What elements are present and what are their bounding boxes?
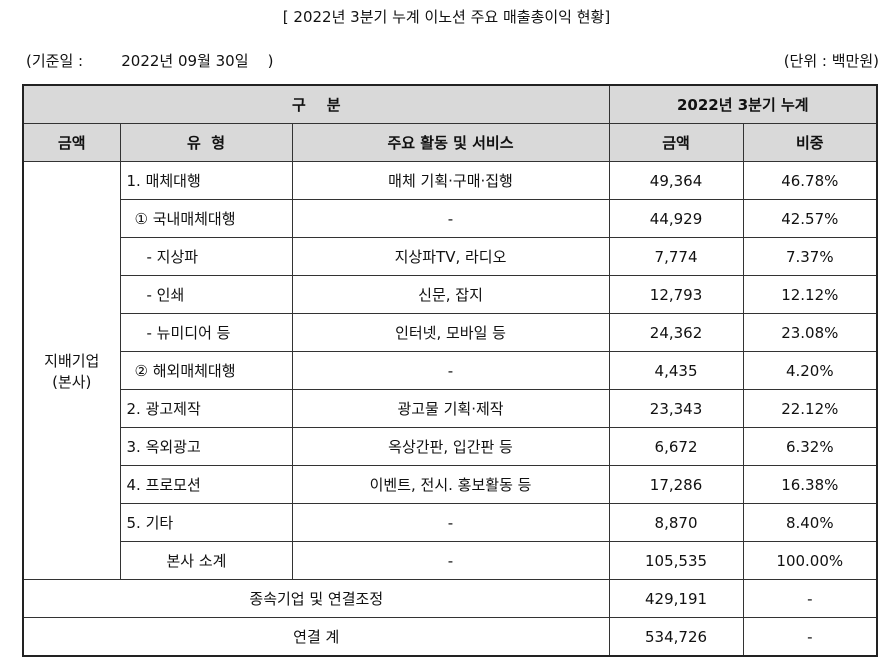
consolidated-ratio: - bbox=[742, 617, 878, 657]
amount-cell: 6,672 bbox=[608, 427, 744, 466]
service-cell: 신문, 잡지 bbox=[291, 275, 610, 314]
ratio-cell: 46.78% bbox=[742, 161, 878, 200]
table-row: 4. 프로모션 이벤트, 전시. 홍보활동 등 17,286 16.38% bbox=[23, 465, 878, 504]
header-ratio: 비중 bbox=[742, 123, 878, 162]
table-row: ② 해외매체대행 -4,435 4.20% bbox=[23, 351, 878, 390]
amount-cell: 12,793 bbox=[608, 275, 744, 314]
subsidiary-label: 종속기업 및 연결조정 bbox=[22, 579, 610, 618]
table-body: 지배기업 (본사) 1. 매체대행 매체 기획·구매·집행 49,364 46.78% ① … bbox=[22, 161, 878, 580]
service-cell: 이벤트, 전시. 홍보활동 등 bbox=[291, 465, 610, 504]
header-group: 구 분 bbox=[22, 84, 610, 124]
amount-cell: 23,343 bbox=[608, 389, 744, 428]
basis-date: (기준일 : 2022년 09월 30일 ) bbox=[26, 50, 273, 71]
type-cell: 2. 광고제작 bbox=[119, 389, 293, 428]
header-period: 2022년 3분기 누계 bbox=[608, 84, 878, 124]
ratio-cell: 42.57% bbox=[742, 199, 878, 238]
amount-cell: 4,435 bbox=[608, 351, 744, 390]
ratio-cell: 23.08% bbox=[742, 313, 878, 352]
service-cell: 옥상간판, 입간판 등 bbox=[291, 427, 610, 466]
table-row: - 인쇄 신문, 잡지 12,793 12.12% bbox=[23, 275, 878, 314]
consolidated-amount: 534,726 bbox=[608, 617, 744, 657]
revenue-table: 구 분 2022년 3분기 누계 금액 유 형 주요 활동 및 서비스 금액 비… bbox=[22, 84, 879, 657]
amount-cell: 8,870 bbox=[608, 503, 744, 542]
amount-cell: 7,774 bbox=[608, 237, 744, 276]
ratio-cell: 100.00% bbox=[742, 541, 878, 580]
type-cell: 4. 프로모션 bbox=[119, 465, 293, 504]
service-cell: - bbox=[291, 351, 610, 390]
ratio-cell: 6.32% bbox=[742, 427, 878, 466]
entity-cell: 지배기업 (본사) bbox=[22, 161, 121, 580]
unit-label: (단위 : 백만원) bbox=[783, 52, 879, 70]
table-row: 본사 소계 -105,535 100.00% bbox=[23, 541, 878, 580]
consolidated-label: 연결 계 bbox=[22, 617, 610, 657]
amount-cell: 17,286 bbox=[608, 465, 744, 504]
table-row: - 지상파 지상파TV, 라디오 7,774 7.37% bbox=[23, 237, 878, 276]
service-cell: - bbox=[291, 541, 610, 580]
service-cell: - bbox=[291, 503, 610, 542]
ratio-cell: 8.40% bbox=[742, 503, 878, 542]
report-title: [ 2022년 3분기 누계 이노션 주요 매출총이익 현황] bbox=[282, 8, 611, 26]
type-cell: 3. 옥외광고 bbox=[119, 427, 293, 466]
table-row: 지배기업 (본사) 1. 매체대행 매체 기획·구매·집행 49,364 46.78% bbox=[22, 161, 878, 580]
ratio-cell: 4.20% bbox=[742, 351, 878, 390]
header-amount-type: 금액 bbox=[22, 123, 121, 162]
table-row: 5. 기타 -8,870 8.40% bbox=[23, 503, 878, 542]
table-row: 3. 옥외광고 옥상간판, 입간판 등 6,672 6.32% bbox=[23, 427, 878, 466]
basis-close: ) bbox=[267, 52, 274, 70]
ratio-cell: 12.12% bbox=[742, 275, 878, 314]
basis-date-value: 2022년 09월 30일 bbox=[121, 52, 249, 70]
type-cell: ① 국내매체대행 bbox=[119, 199, 293, 238]
ratio-cell: 22.12% bbox=[742, 389, 878, 428]
amount-cell: 49,364 bbox=[608, 161, 744, 200]
subsidiary-ratio: - bbox=[742, 579, 878, 618]
entity-line: (본사) bbox=[52, 372, 92, 391]
basis-label: (기준일 : bbox=[26, 52, 84, 70]
amount-cell: 24,362 bbox=[608, 313, 744, 352]
amount-cell: 44,929 bbox=[608, 199, 744, 238]
amount-cell: 105,535 bbox=[608, 541, 744, 580]
type-cell: 5. 기타 bbox=[119, 503, 293, 542]
type-cell: - 인쇄 bbox=[119, 275, 293, 314]
ratio-cell: 7.37% bbox=[742, 237, 878, 276]
type-cell: 1. 매체대행 bbox=[119, 161, 293, 200]
ratio-cell: 16.38% bbox=[742, 465, 878, 504]
table-row: ① 국내매체대행 -44,929 42.57% bbox=[23, 199, 878, 238]
service-cell: - bbox=[291, 199, 610, 238]
service-cell: 광고물 기획·제작 bbox=[291, 389, 610, 428]
subsidiary-amount: 429,191 bbox=[608, 579, 744, 618]
service-cell: 매체 기획·구매·집행 bbox=[291, 161, 610, 200]
type-cell: 본사 소계 bbox=[119, 541, 293, 580]
table-row: 2. 광고제작 광고물 기획·제작 23,343 22.12% bbox=[23, 389, 878, 428]
header-amount: 금액 bbox=[608, 123, 744, 162]
service-cell: 인터넷, 모바일 등 bbox=[291, 313, 610, 352]
service-cell: 지상파TV, 라디오 bbox=[291, 237, 610, 276]
type-cell: ② 해외매체대행 bbox=[119, 351, 293, 390]
type-cell: - 지상파 bbox=[119, 237, 293, 276]
header-service: 주요 활동 및 서비스 bbox=[291, 123, 610, 162]
header-type: 유 형 bbox=[119, 123, 293, 162]
table-row: - 뉴미디어 등 인터넷, 모바일 등 24,362 23.08% bbox=[23, 313, 878, 352]
entity-line: 지배기업 bbox=[44, 351, 100, 370]
type-cell: - 뉴미디어 등 bbox=[119, 313, 293, 352]
